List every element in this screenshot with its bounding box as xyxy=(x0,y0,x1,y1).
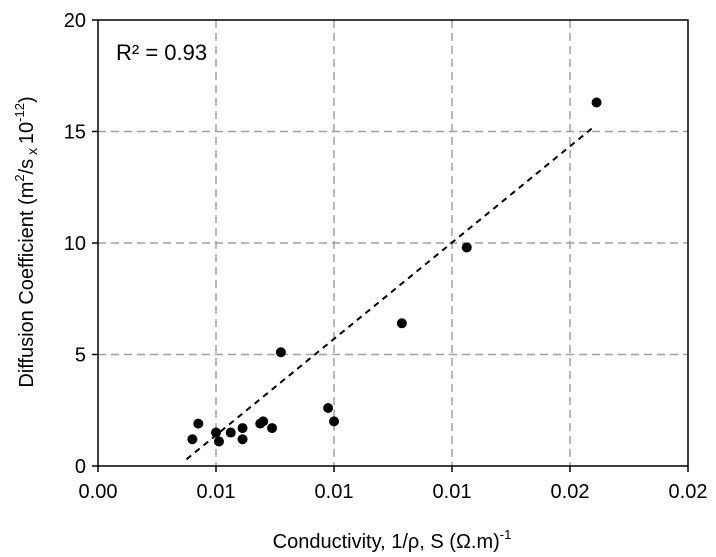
data-point xyxy=(237,423,248,434)
x-axis-title-sup: -1 xyxy=(500,527,512,542)
x-tick-label: 0.01 xyxy=(315,481,354,503)
ticks-layer xyxy=(92,19,689,472)
points-layer xyxy=(187,97,602,447)
y-tick-label: 20 xyxy=(64,10,86,32)
data-point xyxy=(213,436,224,447)
data-point xyxy=(237,434,248,445)
x-tick-label: 0.02 xyxy=(551,481,590,503)
data-point xyxy=(211,427,221,438)
data-point xyxy=(225,427,236,438)
r-squared-annotation: R² = 0.93 xyxy=(116,40,207,65)
y-tick-label: 15 xyxy=(64,122,86,144)
data-point xyxy=(267,423,278,434)
y-axis-title-sup-1: 2 xyxy=(12,174,27,181)
y-axis-title-part-3: 10 xyxy=(16,122,38,144)
data-point xyxy=(187,434,198,445)
grid-layer xyxy=(98,20,688,466)
y-axis-title: Diffusion Coefficient (m2/s x 10-12) xyxy=(12,96,40,387)
y-axis-title-sup-2: -12 xyxy=(12,103,27,122)
data-point xyxy=(193,418,204,429)
y-tick-label: 5 xyxy=(75,345,86,367)
data-point xyxy=(396,318,407,329)
y-axis-title-x: x xyxy=(24,144,40,159)
data-point xyxy=(461,242,472,253)
data-point xyxy=(591,97,602,108)
y-tick-label: 10 xyxy=(64,233,86,255)
data-point xyxy=(323,403,334,414)
x-tick-label: 0.01 xyxy=(197,481,236,503)
x-tick-labels: 0.00 0.01 0.01 0.01 0.02 0.02 xyxy=(79,481,708,503)
x-tick-label: 0.00 xyxy=(79,481,118,503)
data-point xyxy=(258,416,269,427)
x-axis-title: Conductivity, 1/ρ, S (Ω.m)-1 xyxy=(273,527,512,553)
y-axis-title-part-4: ) xyxy=(16,96,38,103)
data-point xyxy=(275,347,286,358)
y-tick-labels: 0 5 10 15 20 xyxy=(64,10,86,478)
x-tick-label: 0.02 xyxy=(669,481,708,503)
data-point xyxy=(329,416,339,427)
y-tick-label: 0 xyxy=(75,456,86,478)
x-axis-title-text: Conductivity, 1/ρ, S (Ω.m) xyxy=(273,531,500,553)
x-tick-label: 0.01 xyxy=(433,481,472,503)
trend-line xyxy=(185,126,595,461)
y-axis-title-part-1: Diffusion Coefficient (m xyxy=(16,182,38,388)
y-axis-title-part-2: /s xyxy=(16,159,38,175)
